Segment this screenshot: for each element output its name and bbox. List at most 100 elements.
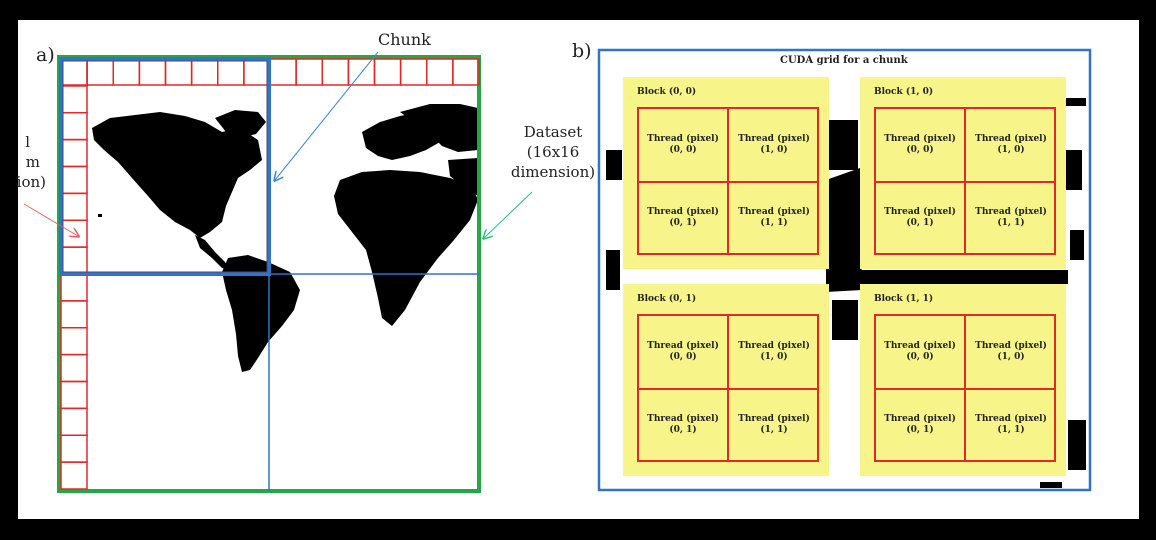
cuda-grid-title: CUDA grid for a chunk: [780, 55, 908, 66]
pixel-cell: [60, 434, 88, 463]
pixel-label-line: l: [25, 133, 30, 151]
pixel-label-line: m: [25, 153, 40, 171]
cuda-block: Block (0, 1) Thread (pixel) (0, 0) Thread (…: [623, 284, 829, 476]
thread-cell: Thread (pixel) (1, 0): [729, 109, 819, 183]
dataset-label-line: (16x16: [526, 143, 580, 161]
thread-index: (1, 0): [760, 352, 788, 362]
pixel-cell: [373, 58, 402, 86]
thread-label: Thread (pixel) (1, 1): [975, 207, 1047, 229]
thread-index: (0, 0): [906, 352, 934, 362]
pixel-cell: [60, 58, 88, 87]
thread-index: (0, 1): [669, 425, 697, 435]
thread-cell: Thread (pixel) (0, 1): [639, 181, 729, 255]
thread-label-line1: Thread (pixel): [975, 414, 1047, 424]
block-title: Block (1, 0): [874, 87, 934, 97]
pixel-cell: [452, 58, 480, 86]
thread-label: Thread (pixel) (0, 1): [884, 207, 956, 229]
dataset-arrow: [484, 191, 533, 238]
thread-grid: Thread (pixel) (0, 0) Thread (pixel) (1, 0)…: [874, 314, 1056, 462]
pixel-cell: [60, 380, 88, 410]
pixel-arrow: [23, 203, 78, 236]
chunk-arrow: [275, 51, 379, 180]
thread-label: Thread (pixel) (1, 0): [975, 341, 1047, 363]
thread-cell: Thread (pixel) (0, 1): [876, 181, 966, 255]
thread-cell: Thread (pixel) (0, 0): [876, 109, 966, 183]
thread-index: (1, 0): [997, 145, 1025, 155]
chunk-label: Chunk: [378, 30, 431, 49]
pixel-cell: [60, 461, 88, 490]
pixel-cell: [321, 58, 350, 86]
dataset-label: Dataset (16x16 dimension): [508, 122, 598, 182]
pixel-cell: [60, 327, 88, 356]
cuda-block: Block (0, 0) Thread (pixel) (0, 0) Thread (…: [623, 77, 829, 269]
pixel-cell: [60, 58, 88, 86]
thread-index: (1, 1): [760, 425, 788, 435]
thread-label-line1: Thread (pixel): [647, 134, 719, 144]
pixel-cell: [190, 58, 219, 86]
map-south-america: [222, 255, 300, 372]
thread-index: (1, 1): [997, 218, 1025, 228]
thread-label-line1: Thread (pixel): [884, 414, 956, 424]
thread-index: (0, 1): [906, 425, 934, 435]
thread-cell: Thread (pixel) (0, 0): [639, 109, 729, 183]
pixel-cell: [60, 165, 88, 195]
thread-index: (1, 0): [997, 352, 1025, 362]
pixel-cell: [60, 407, 88, 436]
thread-label-line1: Thread (pixel): [884, 341, 956, 351]
thread-grid: Thread (pixel) (0, 0) Thread (pixel) (1, 0)…: [874, 107, 1056, 255]
thread-label: Thread (pixel) (0, 0): [884, 341, 956, 363]
thread-index: (1, 1): [760, 218, 788, 228]
thread-cell: Thread (pixel) (1, 1): [966, 388, 1056, 462]
thread-cell: Thread (pixel) (0, 1): [639, 388, 729, 462]
panel-a-label: a): [36, 44, 55, 66]
thread-index: (1, 0): [760, 145, 788, 155]
thread-label-line1: Thread (pixel): [975, 341, 1047, 351]
pixel-cell: [60, 192, 88, 221]
thread-index: (0, 0): [906, 145, 934, 155]
pixel-cell: [138, 58, 167, 86]
pixel-cell: [243, 58, 271, 86]
cuda-block: Block (1, 1) Thread (pixel) (0, 0) Thread (…: [860, 284, 1066, 476]
thread-label: Thread (pixel) (0, 1): [647, 414, 719, 436]
thread-index: (0, 1): [906, 218, 934, 228]
thread-label-line1: Thread (pixel): [975, 207, 1047, 217]
thread-grid: Thread (pixel) (0, 0) Thread (pixel) (1, 0)…: [637, 107, 819, 255]
cuda-block: Block (1, 0) Thread (pixel) (0, 0) Thread (…: [860, 77, 1066, 269]
pixel-cell: [164, 58, 193, 86]
block-title: Block (0, 1): [637, 294, 697, 304]
thread-label: Thread (pixel) (0, 1): [884, 414, 956, 436]
thread-label: Thread (pixel) (1, 1): [975, 414, 1047, 436]
pixel-label-partial: l m ion): [0, 132, 46, 192]
thread-cell: Thread (pixel) (0, 0): [639, 316, 729, 390]
thread-cell: Thread (pixel) (1, 0): [729, 316, 819, 390]
pixel-label-line: ion): [16, 173, 46, 191]
pixel-cell: [60, 300, 88, 329]
thread-cell: Thread (pixel) (1, 0): [966, 109, 1056, 183]
thread-label-line1: Thread (pixel): [647, 341, 719, 351]
thread-label-line1: Thread (pixel): [884, 134, 956, 144]
thread-label: Thread (pixel) (1, 0): [738, 341, 810, 363]
thread-label: Thread (pixel) (1, 1): [738, 207, 810, 229]
block-title: Block (1, 1): [874, 294, 934, 304]
map-central-america: [195, 235, 230, 270]
thread-index: (1, 1): [997, 425, 1025, 435]
dataset-label-line: dimension): [510, 163, 596, 181]
map-middle-east: [448, 158, 478, 196]
thread-label-line1: Thread (pixel): [975, 134, 1047, 144]
pixel-cell: [217, 58, 245, 86]
thread-index: (0, 1): [669, 218, 697, 228]
thread-cell: Thread (pixel) (1, 1): [729, 388, 819, 462]
thread-label: Thread (pixel) (1, 1): [738, 414, 810, 436]
thread-cell: Thread (pixel) (1, 1): [729, 181, 819, 255]
chunk-highlight: [59, 57, 271, 276]
thread-grid: Thread (pixel) (0, 0) Thread (pixel) (1, 0)…: [637, 314, 819, 462]
pixel-cell: [60, 112, 88, 141]
thread-label-line1: Thread (pixel): [738, 414, 810, 424]
map-africa: [334, 170, 478, 326]
thread-label: Thread (pixel) (0, 0): [884, 134, 956, 156]
pixel-cell: [60, 85, 88, 114]
thread-label: Thread (pixel) (0, 0): [647, 134, 719, 156]
map-north-america: [92, 112, 262, 238]
thread-label-line1: Thread (pixel): [884, 207, 956, 217]
